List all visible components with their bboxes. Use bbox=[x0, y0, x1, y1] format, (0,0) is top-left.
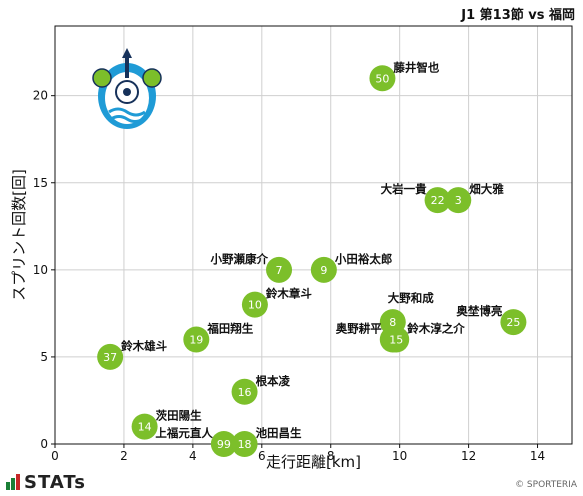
player-point: 7 小野瀬康介 bbox=[210, 252, 293, 283]
point-marker bbox=[231, 431, 258, 457]
player-name-label: 上福元直人 bbox=[155, 426, 213, 440]
player-name-label: 畑大雅 bbox=[469, 182, 504, 196]
y-axis-title: スプリント回数[回] bbox=[10, 169, 28, 301]
player-name-label: 小野瀬康介 bbox=[210, 252, 269, 266]
x-tick-label: 4 bbox=[189, 449, 197, 463]
crest-wave-left-shape bbox=[92, 68, 112, 88]
x-tick-label: 10 bbox=[392, 449, 407, 463]
x-axis-title: 走行距離[km] bbox=[266, 453, 361, 470]
team-crest bbox=[92, 48, 162, 129]
point-marker bbox=[369, 65, 396, 92]
player-name-label: 根本凌 bbox=[256, 374, 291, 388]
player-point: 16 根本凌 bbox=[231, 374, 291, 405]
x-tick-label: 6 bbox=[258, 449, 266, 463]
player-number-label: 15 bbox=[389, 334, 403, 347]
player-number-label: 22 bbox=[431, 194, 445, 207]
point-marker bbox=[500, 309, 527, 336]
player-name-label: 鈴木雄斗 bbox=[121, 339, 167, 353]
plot-area-frame bbox=[54, 25, 573, 445]
player-point: 3 畑大雅 bbox=[445, 182, 504, 214]
crest-trident-shaft-shape bbox=[125, 56, 129, 78]
player-point: 9 小田裕太郎 bbox=[310, 252, 393, 283]
player-number-label: 25 bbox=[506, 316, 520, 329]
x-tick-label: 0 bbox=[51, 449, 59, 463]
data-points: 50 藤井智也 22 大岩一貴 3 畑大雅 7 小野瀬康介 9 小田裕太郎 10 鈴木章斗 8 大野和成 2… bbox=[97, 60, 527, 457]
point-marker bbox=[131, 413, 158, 440]
player-point: 18 池田昌生 bbox=[231, 426, 302, 457]
player-point: 10 鈴木章斗 bbox=[241, 287, 312, 318]
player-name-label: 藤井智也 bbox=[393, 60, 439, 74]
player-name-label: 大岩一貴 bbox=[381, 182, 427, 196]
player-number-label: 3 bbox=[455, 194, 462, 207]
player-number-label: 9 bbox=[320, 264, 327, 277]
player-name-label: 鈴木章斗 bbox=[266, 287, 312, 301]
point-marker bbox=[383, 326, 410, 353]
point-marker bbox=[424, 187, 451, 214]
point-marker bbox=[241, 291, 268, 318]
scatter-chart: 0 2 4 6 8 10 12 14 0 5 10 15 20 50 藤井智也 22 大岩一貴 3 畑大雅 7 小野瀬… bbox=[10, 25, 573, 470]
chart-title: J1 第13節 vs 福岡 bbox=[461, 8, 575, 23]
y-tick-label: 10 bbox=[33, 263, 48, 277]
player-point: 15 鈴木淳之介 bbox=[383, 322, 465, 353]
crest-wave-right-shape bbox=[142, 68, 162, 88]
player-point: 25 奥埜博亮 bbox=[455, 304, 527, 336]
player-point: 99 上福元直人 bbox=[155, 426, 237, 457]
axis-ticks: 0 2 4 6 8 10 12 14 0 5 10 15 20 bbox=[33, 89, 545, 463]
crest-trident-shape bbox=[122, 48, 132, 58]
y-tick-label: 0 bbox=[40, 437, 48, 451]
copyright-credit: © SPORTERIA bbox=[515, 480, 577, 490]
player-name-label: 奥野耕平 bbox=[335, 322, 382, 336]
x-tick-label: 2 bbox=[120, 449, 128, 463]
player-point: 14 茨田陽生 bbox=[131, 409, 202, 440]
player-name-label: 鈴木淳之介 bbox=[407, 322, 465, 336]
player-number-label: 10 bbox=[248, 299, 262, 312]
point-marker bbox=[183, 326, 210, 353]
player-number-label: 99 bbox=[217, 438, 231, 451]
player-name-label: 小田裕太郎 bbox=[334, 252, 393, 266]
x-tick-label: 14 bbox=[530, 449, 545, 463]
point-marker bbox=[445, 187, 472, 214]
player-number-label: 18 bbox=[238, 438, 252, 451]
player-number-label: 14 bbox=[138, 421, 152, 434]
y-tick-label: 20 bbox=[33, 89, 48, 103]
point-marker bbox=[97, 343, 124, 370]
point-marker bbox=[231, 378, 258, 405]
point-marker bbox=[266, 256, 293, 283]
player-name-label: 大野和成 bbox=[388, 291, 434, 305]
stats-logo-text: STATs bbox=[24, 471, 86, 493]
x-tick-label: 8 bbox=[327, 449, 335, 463]
player-number-label: 37 bbox=[103, 351, 117, 364]
player-point: 50 藤井智也 bbox=[369, 60, 440, 92]
crest-ball-patch-shape bbox=[123, 88, 131, 96]
player-point: 22 大岩一貴 bbox=[381, 182, 451, 214]
player-point: 37 鈴木雄斗 bbox=[97, 339, 168, 370]
player-number-label: 50 bbox=[375, 72, 389, 85]
player-number-label: 7 bbox=[276, 264, 283, 277]
player-number-label: 8 bbox=[389, 316, 396, 329]
stats-logo: STATs bbox=[6, 471, 86, 493]
player-name-label: 福田翔生 bbox=[206, 322, 253, 336]
player-number-label: 16 bbox=[238, 386, 252, 399]
x-tick-label: 12 bbox=[461, 449, 476, 463]
player-name-label: 奥埜博亮 bbox=[455, 304, 502, 318]
stats-bars-icon bbox=[6, 474, 20, 490]
point-marker bbox=[210, 431, 237, 457]
crest-wave-lines-shape bbox=[110, 115, 144, 123]
player-number-label: 19 bbox=[189, 334, 203, 347]
player-name-label: 池田昌生 bbox=[256, 426, 302, 440]
crest-wave-lines-shape bbox=[108, 107, 146, 117]
y-tick-label: 5 bbox=[40, 350, 48, 364]
player-name-label: 茨田陽生 bbox=[156, 409, 202, 423]
y-tick-label: 15 bbox=[33, 176, 48, 190]
point-marker bbox=[310, 256, 337, 283]
